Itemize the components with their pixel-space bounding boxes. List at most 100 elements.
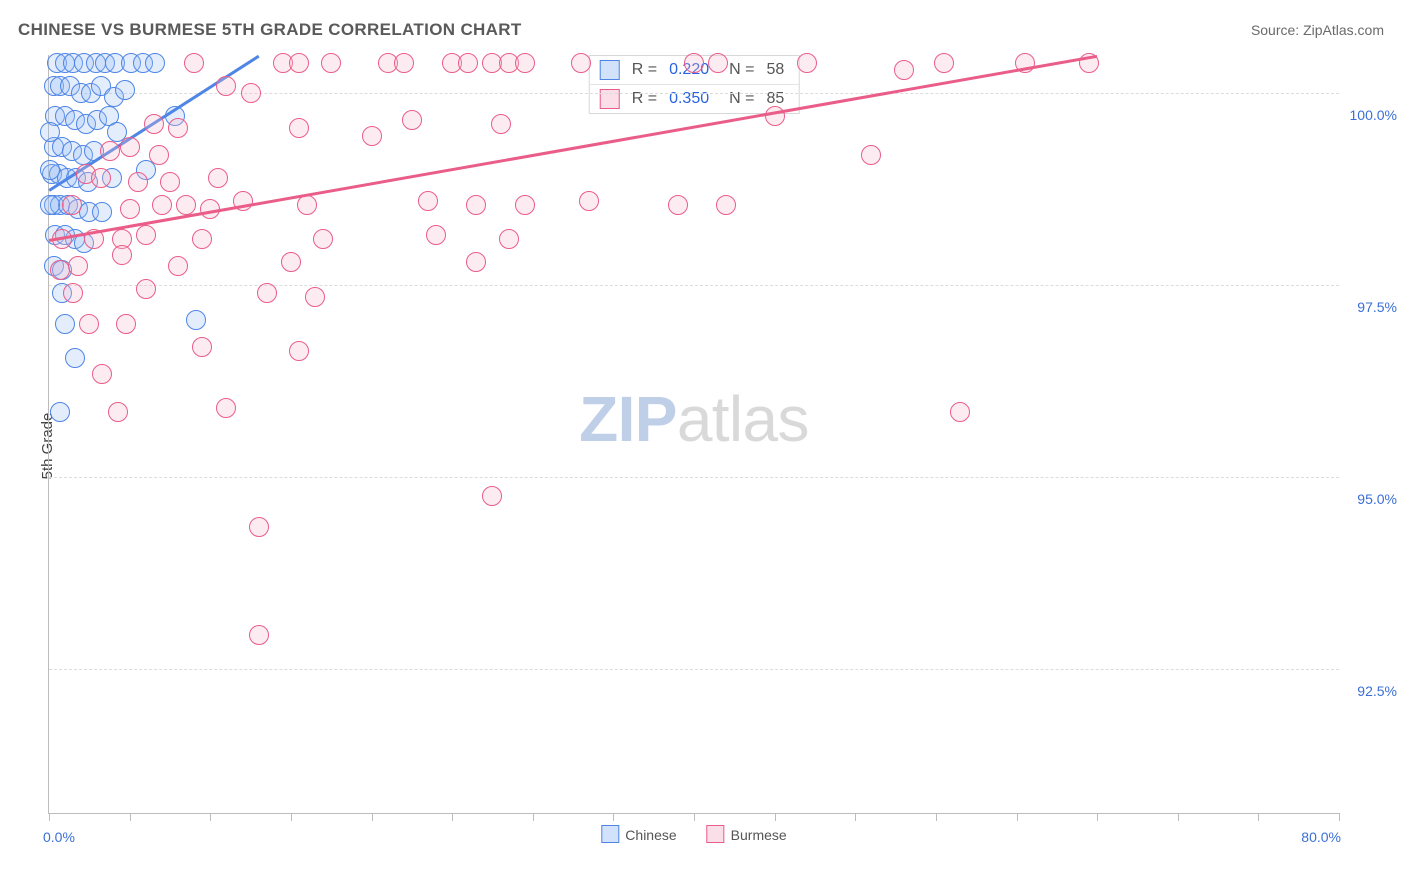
scatter-point	[797, 53, 817, 73]
x-tick	[855, 813, 856, 821]
scatter-point	[40, 195, 60, 215]
scatter-point	[708, 53, 728, 73]
scatter-point	[168, 256, 188, 276]
watermark-zip: ZIP	[579, 383, 677, 455]
scatter-point	[192, 229, 212, 249]
scatter-point	[62, 195, 82, 215]
gridline	[49, 477, 1339, 478]
scatter-point	[208, 168, 228, 188]
scatter-point	[216, 76, 236, 96]
gridline	[49, 285, 1339, 286]
scatter-point	[176, 195, 196, 215]
scatter-point	[63, 283, 83, 303]
scatter-point	[950, 402, 970, 422]
scatter-point	[491, 114, 511, 134]
source-attribution: Source: ZipAtlas.com	[1251, 22, 1384, 38]
stat-r-label: R =	[632, 61, 657, 79]
y-tick-label: 97.5%	[1345, 299, 1397, 315]
source-link[interactable]: ZipAtlas.com	[1303, 22, 1384, 38]
scatter-point	[79, 314, 99, 334]
scatter-point	[305, 287, 325, 307]
scatter-point	[515, 53, 535, 73]
watermark: ZIPatlas	[579, 382, 809, 456]
scatter-point	[40, 122, 60, 142]
chart-title: CHINESE VS BURMESE 5TH GRADE CORRELATION…	[18, 20, 522, 40]
scatter-point	[92, 364, 112, 384]
y-tick-label: 100.0%	[1345, 107, 1397, 123]
trend-line	[49, 55, 1098, 242]
scatter-point	[100, 141, 120, 161]
scatter-point	[297, 195, 317, 215]
scatter-point	[402, 110, 422, 130]
scatter-point	[894, 60, 914, 80]
x-tick	[936, 813, 937, 821]
scatter-point	[65, 348, 85, 368]
scatter-point	[458, 53, 478, 73]
plot-area: ZIPatlas R =0.220N =58R =0.350N =85 0.0%…	[48, 55, 1339, 814]
stats-swatch	[600, 60, 620, 80]
scatter-point	[186, 310, 206, 330]
x-tick	[533, 813, 534, 821]
scatter-point	[668, 195, 688, 215]
y-tick-label: 95.0%	[1345, 491, 1397, 507]
scatter-point	[571, 53, 591, 73]
scatter-point	[112, 245, 132, 265]
x-tick	[49, 813, 50, 821]
scatter-point	[289, 118, 309, 138]
scatter-point	[313, 229, 333, 249]
legend: ChineseBurmese	[601, 825, 786, 843]
x-tick	[452, 813, 453, 821]
scatter-point	[108, 402, 128, 422]
scatter-point	[684, 53, 704, 73]
chart-container: CHINESE VS BURMESE 5TH GRADE CORRELATION…	[0, 0, 1406, 892]
scatter-point	[168, 118, 188, 138]
scatter-point	[362, 126, 382, 146]
scatter-point	[466, 252, 486, 272]
legend-label: Chinese	[625, 827, 676, 843]
x-tick	[1258, 813, 1259, 821]
scatter-point	[289, 53, 309, 73]
scatter-point	[257, 283, 277, 303]
scatter-point	[145, 53, 165, 73]
scatter-point	[91, 168, 111, 188]
scatter-point	[50, 402, 70, 422]
scatter-point	[116, 314, 136, 334]
gridline	[49, 669, 1339, 670]
x-tick	[291, 813, 292, 821]
scatter-point	[241, 83, 261, 103]
stat-n-value: 58	[766, 61, 784, 79]
scatter-point	[426, 225, 446, 245]
stat-n-label: N =	[729, 61, 754, 79]
scatter-point	[515, 195, 535, 215]
scatter-point	[184, 53, 204, 73]
scatter-point	[149, 145, 169, 165]
scatter-point	[128, 172, 148, 192]
legend-item: Chinese	[601, 825, 676, 843]
scatter-point	[418, 191, 438, 211]
legend-swatch	[601, 825, 619, 843]
scatter-point	[466, 195, 486, 215]
scatter-point	[249, 517, 269, 537]
scatter-point	[394, 53, 414, 73]
scatter-point	[289, 341, 309, 361]
x-axis-min-label: 0.0%	[43, 829, 75, 845]
scatter-point	[144, 114, 164, 134]
scatter-point	[482, 486, 502, 506]
scatter-point	[160, 172, 180, 192]
source-prefix: Source:	[1251, 22, 1303, 38]
x-tick	[613, 813, 614, 821]
scatter-point	[40, 160, 60, 180]
x-tick	[1178, 813, 1179, 821]
scatter-point	[861, 145, 881, 165]
scatter-point	[499, 229, 519, 249]
scatter-point	[55, 314, 75, 334]
scatter-point	[136, 279, 156, 299]
x-tick	[694, 813, 695, 821]
x-tick	[775, 813, 776, 821]
scatter-point	[120, 199, 140, 219]
y-tick-label: 92.5%	[1345, 683, 1397, 699]
scatter-point	[68, 256, 88, 276]
scatter-point	[192, 337, 212, 357]
x-tick	[210, 813, 211, 821]
scatter-point	[120, 137, 140, 157]
